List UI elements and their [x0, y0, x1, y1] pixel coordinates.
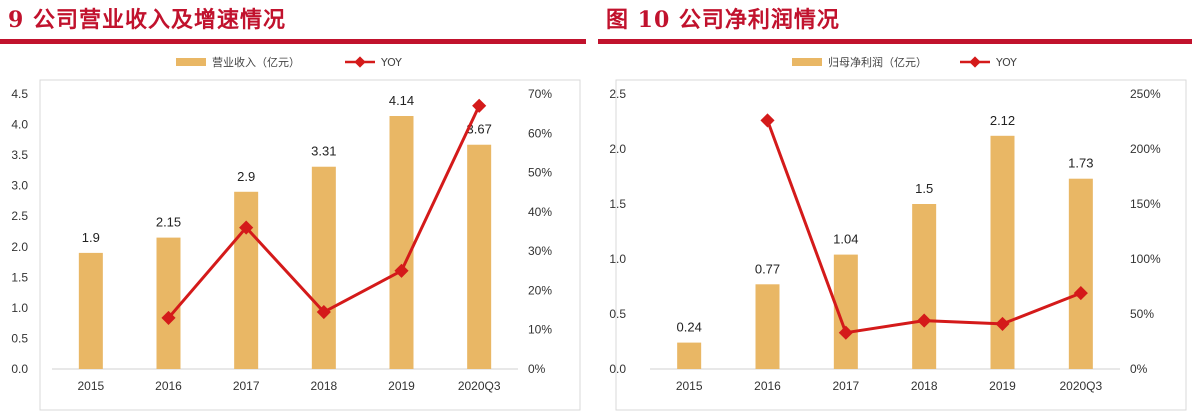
y2-tick-label: 50%: [1130, 307, 1154, 321]
x-tick-label: 2015: [676, 379, 703, 393]
yoy-point: [838, 325, 853, 340]
bar: [156, 237, 181, 369]
legend-marker-line: [969, 56, 981, 68]
y2-tick-label: 20%: [528, 283, 552, 297]
x-tick-label: 2016: [754, 379, 781, 393]
y-tick-label: 3.0: [11, 179, 28, 193]
legend-label-bar: 营业收入（亿元）: [212, 55, 300, 69]
yoy-point: [1073, 286, 1088, 301]
bar-data-label: 3.31: [311, 144, 336, 159]
bar-data-label: 0.24: [677, 320, 702, 335]
bar-data-label: 3.67: [467, 122, 492, 137]
x-tick-label: 2016: [155, 379, 182, 393]
y2-tick-label: 50%: [528, 166, 552, 180]
legend-label-bar: 归母净利润（亿元）: [828, 55, 927, 69]
legend-swatch-bar: [792, 58, 822, 66]
x-tick-label: 2019: [388, 379, 415, 393]
y2-tick-label: 150%: [1130, 197, 1161, 211]
y2-tick-label: 70%: [528, 87, 552, 101]
y-tick-label: 2.0: [609, 142, 626, 156]
y-tick-label: 1.5: [609, 197, 626, 211]
plot-frame: [39, 79, 581, 411]
y2-tick-label: 100%: [1130, 252, 1161, 266]
revenue-chart-panel: 9 公司营业收入及增速情况 营业收入（亿元） YOY 0.0 0.5 1.0 1.5 2.0…: [0, 0, 586, 416]
x-tick-label: 2017: [832, 379, 859, 393]
revenue-chart: 营业收入（亿元） YOY 0.0 0.5 1.0 1.5 2.0 2.5 3.0 3.5 4.0 4.…: [11, 55, 581, 411]
bar-data-label: 2.9: [237, 169, 255, 184]
bar: [311, 166, 336, 369]
title-rule: [0, 39, 586, 44]
bar: [990, 135, 1015, 369]
yoy-point: [316, 304, 331, 320]
x-tick-label: 2017: [233, 379, 260, 393]
legend-swatch-bar: [176, 58, 206, 66]
yoy-point: [917, 313, 932, 328]
yoy-point: [394, 263, 409, 278]
y-tick-label: 1.0: [609, 252, 626, 266]
legend-label-line: YOY: [380, 56, 402, 69]
bar: [677, 342, 702, 369]
y-tick-label: 2.0: [11, 240, 28, 254]
yoy-point: [472, 98, 487, 113]
bar-data-label: 1.5: [915, 181, 933, 196]
bar: [912, 204, 937, 369]
bar: [1068, 178, 1093, 369]
x-tick-label: 2018: [911, 379, 938, 393]
chart-title: 9 公司营业收入及增速情况: [8, 7, 286, 33]
y2-tick-label: 0%: [528, 362, 546, 376]
y-tick-label: 3.5: [11, 148, 28, 162]
title-rule: [598, 39, 1192, 44]
yoy-point: [161, 310, 176, 325]
bar-data-label: 1.73: [1068, 156, 1093, 171]
legend-label-line: YOY: [995, 56, 1017, 69]
y-tick-label: 1.0: [11, 301, 28, 315]
legend-marker-line: [354, 56, 366, 68]
chart-title: 图 10 公司净利润情况: [606, 7, 840, 33]
bar-data-label: 4.14: [389, 93, 414, 108]
profit-chart: 归母净利润（亿元） YOY 0.0 0.5 1.0 1.5 2.0 2.5 0% 50% 100% 1…: [609, 55, 1187, 411]
yoy-point: [760, 113, 775, 128]
profit-chart-panel: 图 10 公司净利润情况 归母净利润（亿元） YOY 0.0 0.5 1.0 1.5 2.0…: [598, 0, 1192, 416]
y2-tick-label: 10%: [528, 323, 552, 337]
x-tick-label: 2018: [310, 379, 337, 393]
bar-data-label: 1.9: [82, 230, 100, 245]
y-tick-label: 0.0: [11, 362, 28, 376]
y2-tick-label: 200%: [1130, 142, 1161, 156]
y-tick-label: 0.5: [609, 307, 626, 321]
y-tick-label: 0.0: [609, 362, 626, 376]
bar-data-label: 2.15: [156, 215, 181, 230]
y2-tick-label: 250%: [1130, 87, 1161, 101]
bar-data-label: 2.12: [990, 113, 1015, 128]
y2-tick-label: 40%: [528, 205, 552, 219]
y-tick-label: 1.5: [11, 270, 28, 284]
x-tick-label: 2015: [77, 379, 104, 393]
bar: [467, 144, 492, 369]
y2-tick-label: 0%: [1130, 362, 1148, 376]
bar: [78, 252, 103, 369]
y-tick-label: 2.5: [11, 209, 28, 223]
yoy-point: [239, 220, 254, 235]
y-tick-label: 4.0: [11, 118, 28, 132]
y-tick-label: 4.5: [11, 87, 28, 101]
y-tick-label: 2.5: [609, 87, 626, 101]
plot-frame: [615, 79, 1187, 411]
bar: [755, 284, 780, 369]
bar-data-label: 1.04: [833, 232, 858, 247]
y2-tick-label: 60%: [528, 126, 552, 140]
x-tick-label: 2020Q3: [458, 379, 501, 393]
y2-tick-label: 30%: [528, 244, 552, 258]
yoy-point: [995, 316, 1010, 331]
bar-data-label: 0.77: [755, 261, 780, 276]
x-tick-label: 2019: [989, 379, 1016, 393]
y-tick-label: 0.5: [11, 331, 28, 345]
bar: [389, 116, 414, 369]
bar: [234, 191, 259, 369]
x-tick-label: 2020Q3: [1059, 379, 1102, 393]
